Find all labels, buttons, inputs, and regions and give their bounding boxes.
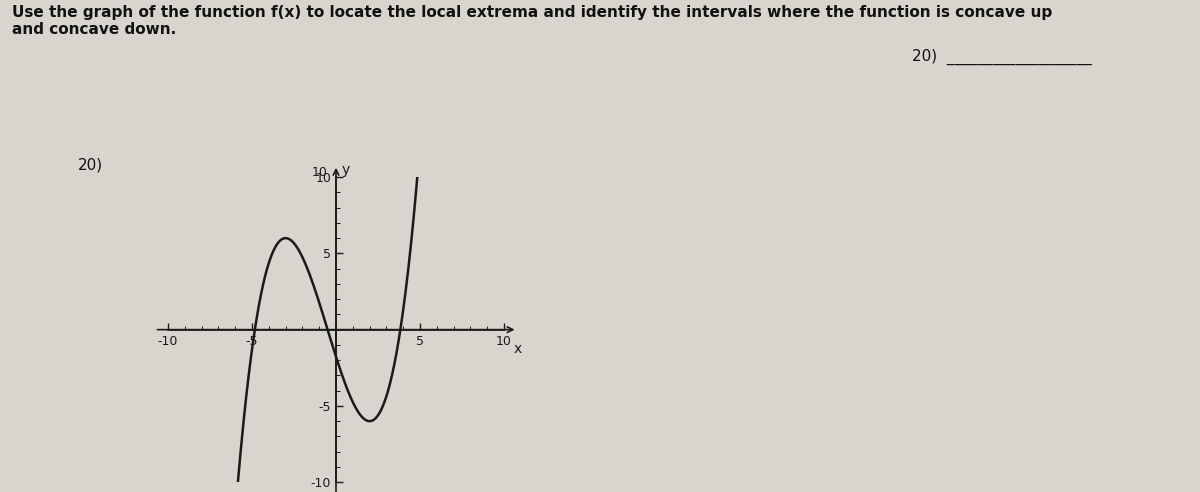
Text: Use the graph of the function f(x) to locate the local extrema and identify the : Use the graph of the function f(x) to lo… (12, 5, 1052, 37)
Text: 10: 10 (312, 166, 328, 179)
Text: x: x (514, 342, 522, 356)
Text: y: y (342, 163, 350, 178)
Text: 20): 20) (78, 157, 103, 172)
Text: 20)  ___________________: 20) ___________________ (912, 49, 1092, 65)
